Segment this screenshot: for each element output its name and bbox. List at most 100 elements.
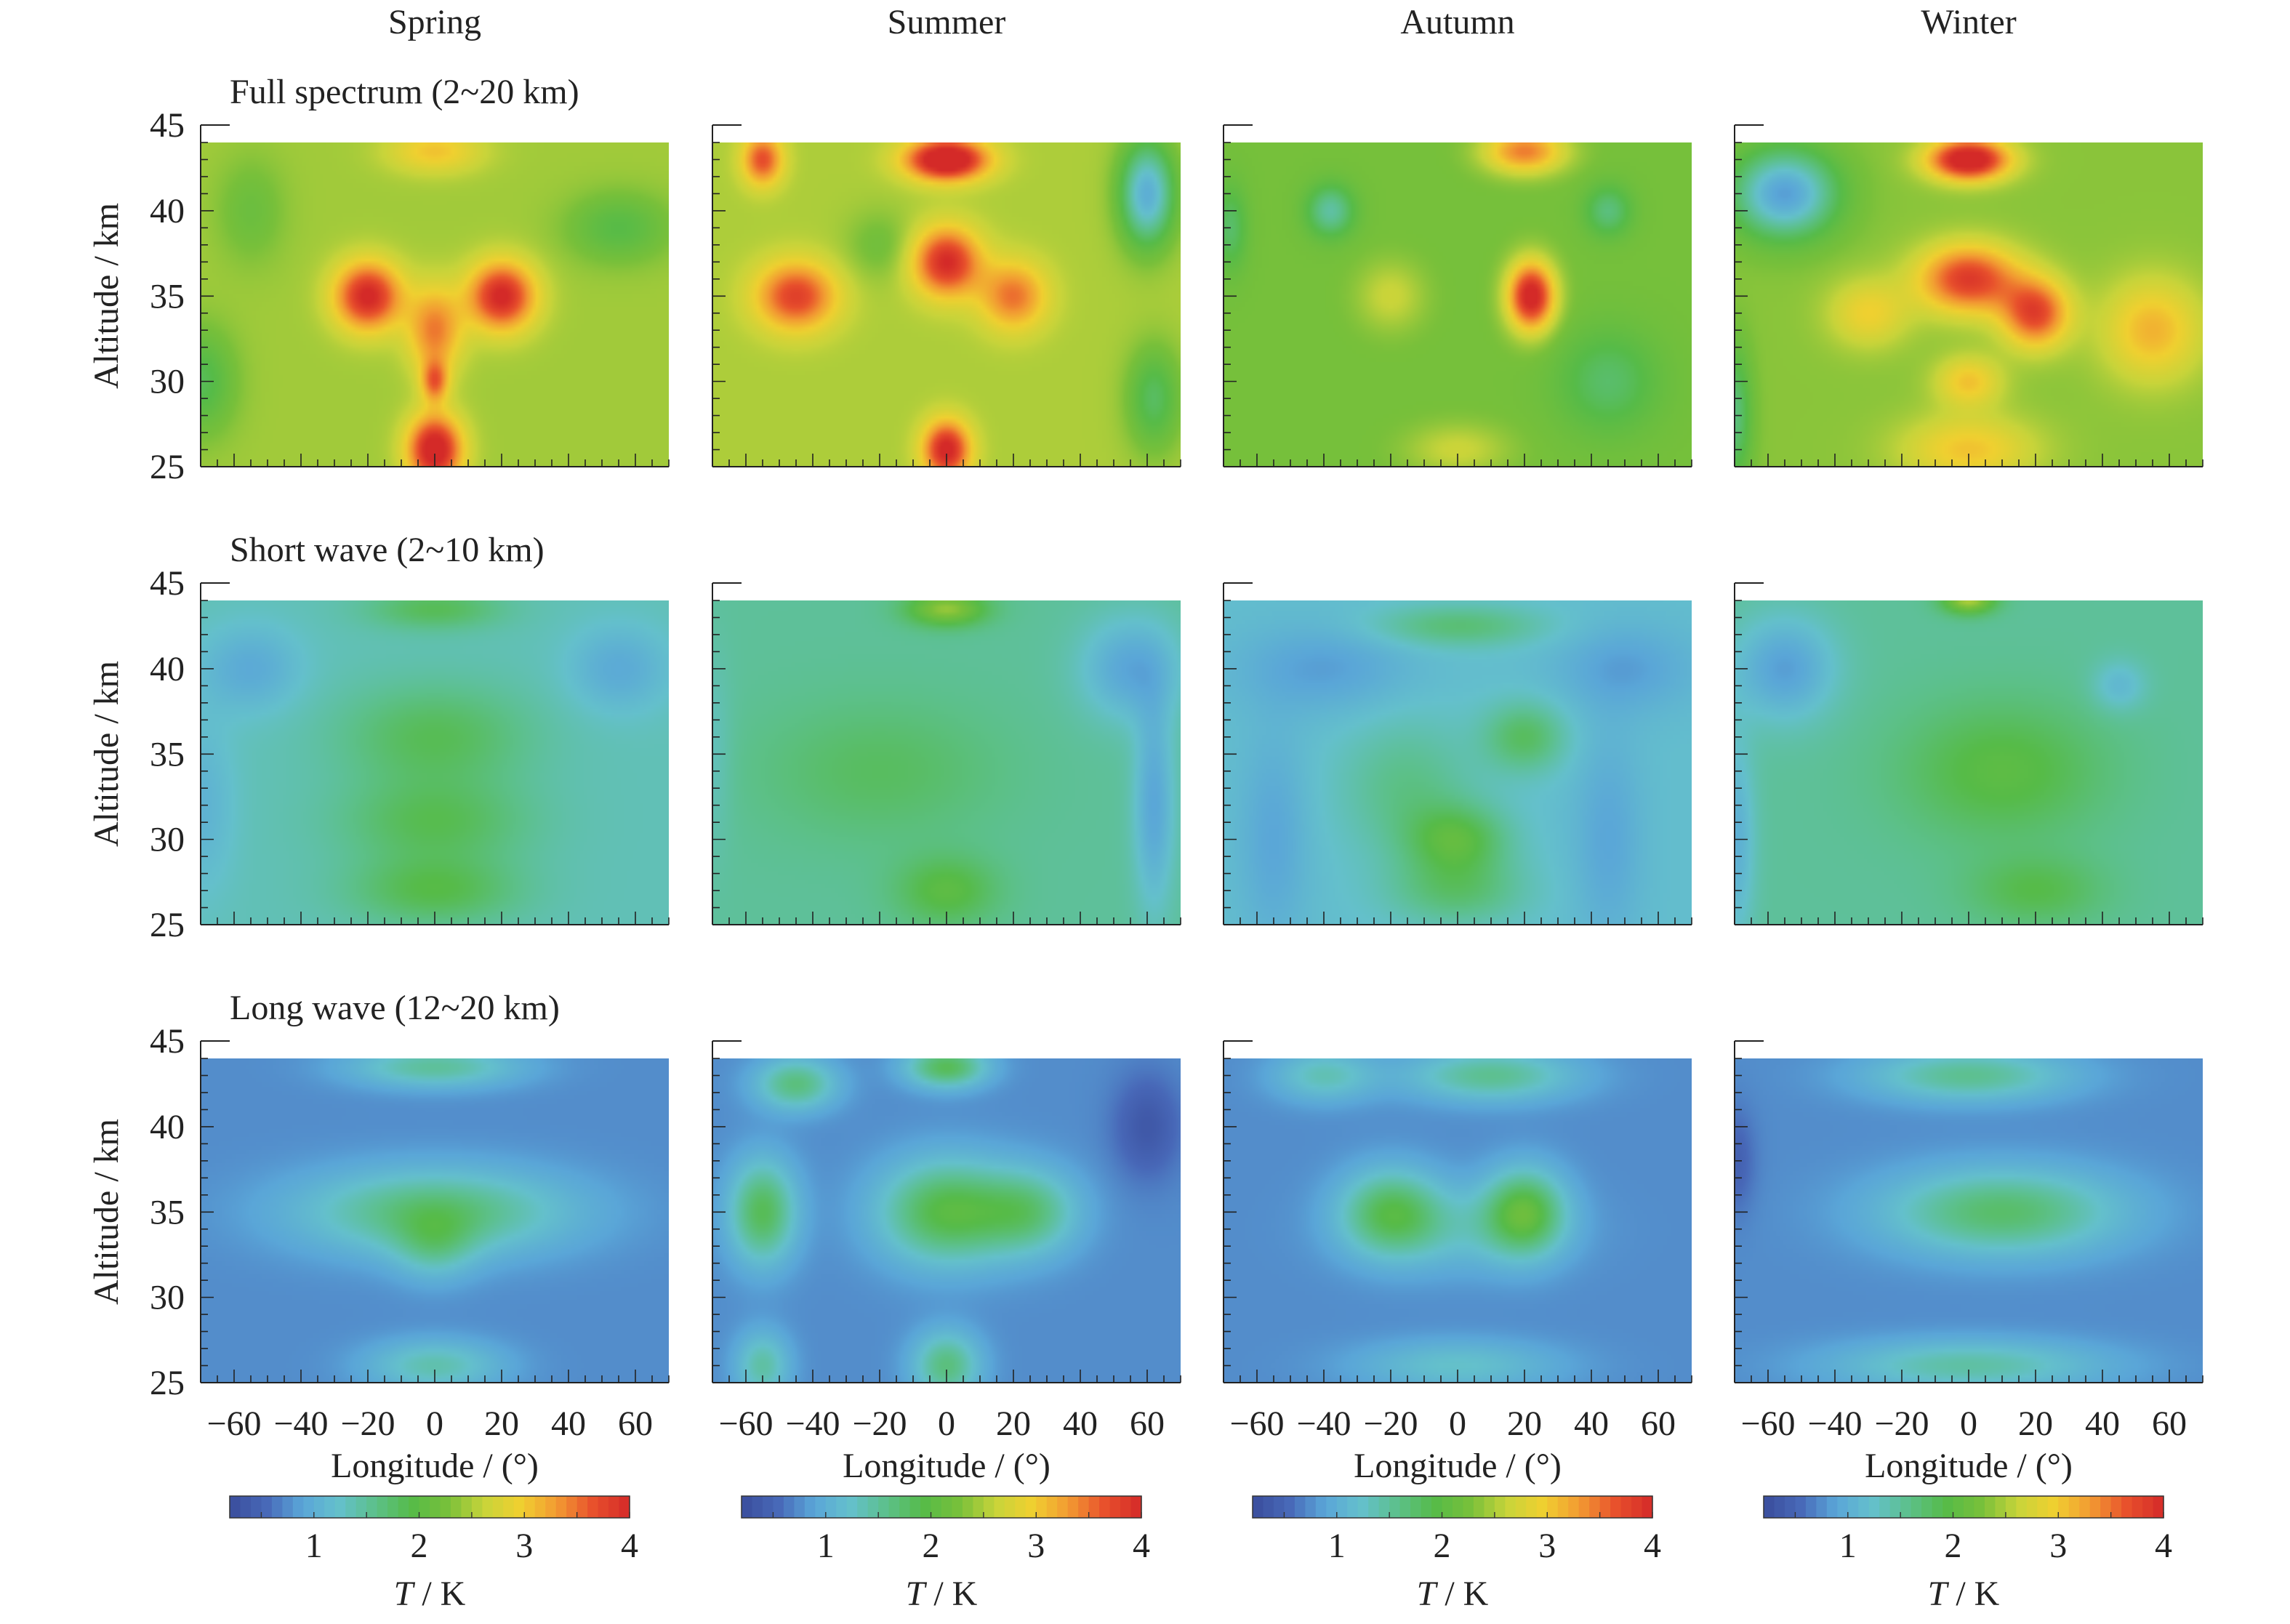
colorbar-band [878,1496,890,1518]
colorbar-band [1067,1496,1079,1518]
y-tick-label: 45 [150,564,185,603]
colorbar-band [1294,1496,1306,1518]
colorbar-band [1964,1496,1975,1518]
y-tick-label: 45 [150,106,185,145]
heatmap-panel-summer-2 [712,582,1181,925]
season-title-spring: Spring [388,3,481,41]
colorbar-band [1505,1496,1516,1518]
colorbar-band [608,1496,620,1518]
colorbar-band [952,1496,963,1518]
y-tick-label: 25 [150,1364,185,1402]
colorbar-band [419,1496,430,1518]
row-title-2: Short wave (2~10 km) [230,531,545,569]
colorbar-band [471,1496,483,1518]
colorbar-band [857,1496,869,1518]
colorbar-band [1046,1496,1058,1518]
colorbar-band [1984,1496,1996,1518]
x-tick-label: −40 [273,1404,328,1443]
colorbar-frame [1763,1495,2164,1519]
colorbar-band [1932,1496,1943,1518]
heatmap-image [1224,1058,1692,1383]
colorbar-band [1484,1496,1495,1518]
colorbar-tick-label: 3 [515,1527,533,1565]
x-tick-label: 0 [1960,1404,1977,1443]
colorbar-band [524,1496,536,1518]
colorbar-band [1547,1496,1559,1518]
x-tick-label: 0 [426,1404,443,1443]
heatmap-panel-autumn-3 [1223,1040,1692,1383]
x-tick-label: 40 [2085,1404,2120,1443]
y-tick-label: 30 [150,821,185,859]
colorbar-band [1900,1496,1912,1518]
colorbar-band [2121,1496,2133,1518]
heatmap-panel-autumn-2 [1223,582,1692,925]
x-tick-label: 40 [1063,1404,1098,1443]
colorbar-band [1120,1496,1132,1518]
colorbar-band [619,1496,630,1518]
colorbar-band [1578,1496,1590,1518]
colorbar-spring: 1 2 3 4 T / K [229,1495,638,1613]
season-title-winter: Winter [1921,3,2016,41]
colorbar-band [2016,1496,2028,1518]
colorbar-band [1921,1496,1933,1518]
y-tick-label: 35 [150,277,185,315]
x-tick-label: −60 [1740,1404,1795,1443]
colorbar-frame [229,1495,630,1519]
colorbar-label: T / K [1417,1575,1489,1613]
colorbar-band [230,1496,241,1518]
colorbar-tick-label: 1 [1839,1527,1857,1565]
heatmap-image [1735,142,2203,467]
colorbar-band [1109,1496,1121,1518]
colorbar-label-symbol: T [394,1575,416,1613]
colorbar-band [1610,1496,1622,1518]
colorbar-tick-label: 4 [1133,1527,1150,1565]
row-title-3: Long wave (12~20 km) [230,989,560,1027]
colorbar-tick-label: 2 [923,1527,940,1565]
colorbar-band [2142,1496,2154,1518]
colorbar-tick-label: 1 [817,1527,835,1565]
colorbar-band [804,1496,816,1518]
colorbar-summer: 1 2 3 4 T / K [741,1495,1150,1613]
colorbar-band [1847,1496,1859,1518]
colorbar-band [846,1496,858,1518]
colorbar-tick-label: 2 [411,1527,428,1565]
colorbar-band [1953,1496,1964,1518]
colorbar-band [587,1496,599,1518]
x-tick-label: −40 [785,1404,840,1443]
colorbar-band [773,1496,784,1518]
colorbar-band [1826,1496,1838,1518]
colorbar-tick-label: 4 [2155,1527,2172,1565]
colorbar-band [1315,1496,1327,1518]
colorbar-band [1620,1496,1632,1518]
colorbar-band [1130,1496,1142,1518]
colorbar-band [271,1496,283,1518]
colorbar-band [1399,1496,1411,1518]
season-title-autumn: Autumn [1400,3,1514,41]
heatmap-panel-summer-3 [712,1040,1181,1383]
colorbar-label-unit: / K [925,1575,977,1613]
colorbar-band [920,1496,932,1518]
colorbar-band [555,1496,567,1518]
colorbar-band [983,1496,995,1518]
colorbar-band [2068,1496,2080,1518]
colorbar-band [941,1496,953,1518]
y-tick-label: 25 [150,906,185,944]
colorbar-tick-label: 3 [2049,1527,2067,1565]
colorbar-band [1568,1496,1580,1518]
colorbar-band [2153,1496,2164,1518]
colorbar-band [1995,1496,2006,1518]
colorbar-band [292,1496,304,1518]
colorbar-band [2037,1496,2049,1518]
colorbar-band [250,1496,262,1518]
colorbar-band [1774,1496,1785,1518]
x-tick-label: −20 [340,1404,395,1443]
season-title-summer: Summer [888,3,1006,41]
colorbar-band [1589,1496,1601,1518]
colorbar-band [1943,1496,1954,1518]
colorbar-tick-label: 3 [1538,1527,1556,1565]
colorbar-band [2089,1496,2101,1518]
colorbar-band [2047,1496,2059,1518]
colorbar-band [1004,1496,1016,1518]
y-tick-label: 30 [150,363,185,401]
colorbar-band [1599,1496,1611,1518]
